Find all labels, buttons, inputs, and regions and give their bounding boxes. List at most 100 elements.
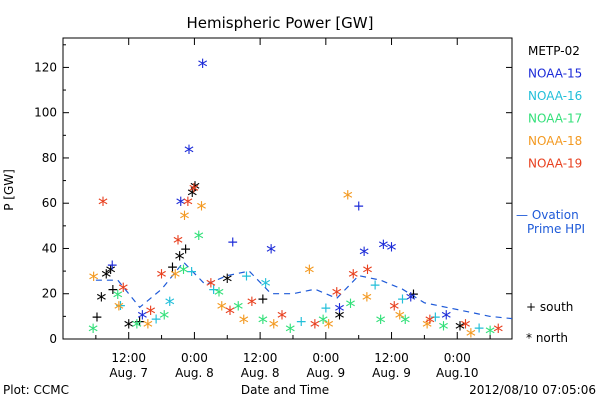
north-point: * [214,284,224,308]
x-tick-time: 0:00 [312,351,339,365]
south-point: + [106,257,118,273]
north-point: * [343,186,353,210]
legend-item: NOAA-16 [528,89,582,103]
north-point: * [362,261,372,285]
data-marks: +***+* ++*+***+*+*+****+ **+* ****++*+++ *++… [88,55,503,348]
north-point: * [362,288,372,312]
ovation-line-group [95,261,513,320]
legend-item: NOAA-17 [528,112,582,126]
north-point: * [118,279,128,303]
south-point: + [353,198,365,214]
y-tick-label: 0 [49,332,57,346]
north-point: * [222,270,232,294]
x-tick-time: 12:00 [374,351,409,365]
north-point: * [157,266,167,290]
north-point: * [190,177,200,201]
north-point: * [258,311,268,335]
south-point: + [320,300,332,316]
north-point: * [304,261,314,285]
north-point: * [348,266,358,290]
north-point: * [425,311,435,335]
north-point: * [400,311,410,335]
plot-credit: Plot: CCMC [3,383,69,397]
north-point: * [318,311,328,335]
south-point: + [107,282,119,298]
north-point: * [176,193,186,217]
north-point: * [376,311,386,335]
north-point: * [101,266,111,290]
legend: METP-02 NOAA-15 NOAA-16 NOAA-17 NOAA-18 NOAA-… [528,44,582,171]
north-point: * [395,306,405,330]
south-point: + [397,291,409,307]
south-point: + [186,264,198,280]
north-point: * [206,275,216,299]
north-point: * [98,193,108,217]
south-point: + [295,314,307,330]
ovation-legend-line1: — Ovation [516,208,579,222]
x-tick-date: Aug. 7 [109,366,148,380]
chart-title: Hemispheric Power [GW] [187,14,374,32]
x-tick-time: 12:00 [243,351,278,365]
north-point: * [137,306,147,330]
south-point: + [408,287,420,303]
north-point: * [277,306,287,330]
y-tick-label: 80 [42,151,57,165]
north-point: * [197,198,207,222]
legend-south: + south [526,300,573,314]
south-point: + [208,282,220,298]
north-point: * [132,315,142,339]
y-axis: 0 20 40 60 80 100 120 [34,44,512,346]
north-point: * [146,302,156,326]
ovation-legend-line2: Prime HPI [527,222,585,236]
north-point: * [389,297,399,321]
north-point: * [239,311,249,335]
north-point: * [439,318,449,342]
north-point: * [335,306,345,330]
north-point: * [345,295,355,319]
x-tick-time: 0:00 [181,351,208,365]
north-point: * [324,315,334,339]
legend-north: * north [526,331,568,345]
legend-item: NOAA-18 [528,134,582,148]
north-point: * [261,275,271,299]
south-point: + [115,298,127,314]
south-point: + [91,309,103,325]
x-tick-date: Aug.10 [436,366,479,380]
south-point: + [167,260,179,276]
y-axis-label: P [GW] [2,169,16,211]
north-point: * [310,315,320,339]
north-point: * [285,320,295,344]
south-point: + [429,309,441,325]
legend-item: NOAA-15 [528,67,582,81]
north-point: * [269,315,279,339]
north-point: * [466,324,476,348]
north-point: * [359,243,369,267]
x-tick-date: Aug. 9 [372,366,411,380]
north-point: * [180,207,190,231]
north-point: * [143,315,153,339]
plot-frame [62,37,513,340]
north-point: * [387,238,397,262]
north-point: * [422,315,432,339]
south-point: + [241,269,253,285]
north-point: * [114,297,124,321]
north-point: * [178,261,188,285]
south-point: + [473,321,485,337]
south-point: + [369,278,381,294]
south-point: + [227,235,239,251]
north-point: * [266,241,276,265]
y-tick-label: 60 [42,196,57,210]
x-tick-date: Aug. 8 [241,366,280,380]
north-point: * [159,306,169,330]
x-tick-time: 12:00 [111,351,146,365]
north-point: * [194,227,204,251]
x-axis-label: Date and Time [241,383,329,397]
plot-timestamp: 2012/08/10 07:05:06 [469,383,596,397]
north-point: * [187,184,197,208]
north-point: * [184,141,194,165]
y-tick-label: 120 [34,60,57,74]
y-tick-label: 40 [42,241,57,255]
north-point: * [165,293,175,317]
